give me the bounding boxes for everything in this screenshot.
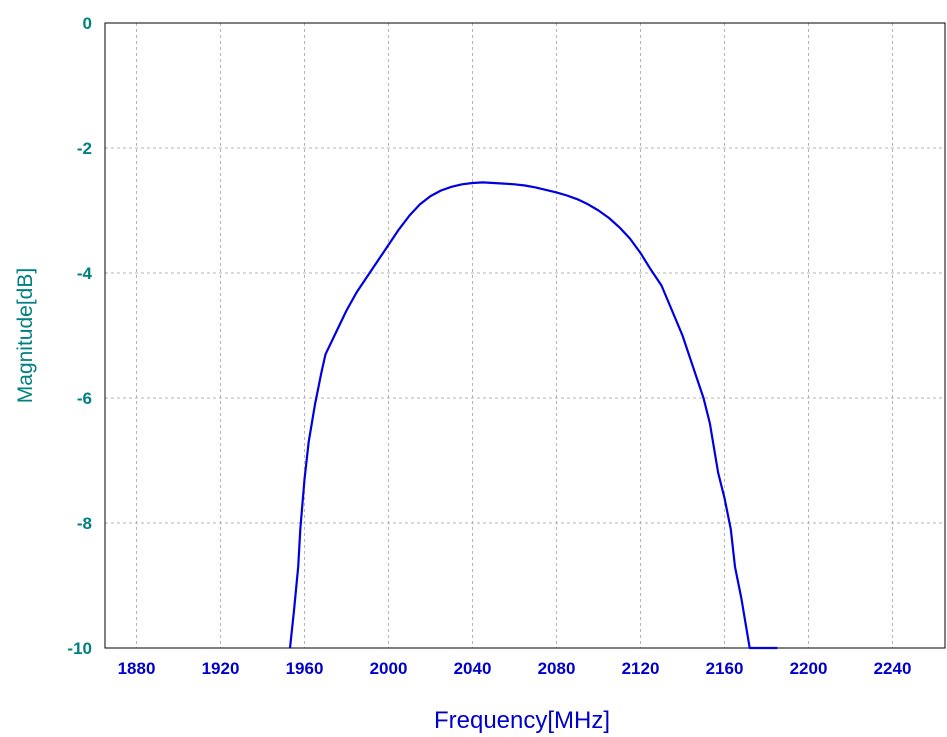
x-tick-label: 2200 <box>790 659 828 678</box>
y-tick-label: -10 <box>67 639 92 658</box>
y-tick-label: 0 <box>83 14 92 33</box>
y-tick-label: -4 <box>77 264 93 283</box>
x-tick-label: 1880 <box>118 659 156 678</box>
magnitude-series-line <box>288 181 778 650</box>
y-axis-ticks: 0 -2 -4 -6 -8 -10 <box>67 14 92 658</box>
grid <box>105 23 945 648</box>
y-tick-label: -2 <box>77 139 92 158</box>
x-tick-label: 2040 <box>454 659 492 678</box>
x-tick-label: 2080 <box>538 659 576 678</box>
plot-frame <box>104 22 946 649</box>
y-axis-label: Magnitude[dB] <box>14 268 37 403</box>
x-tick-label: 1920 <box>202 659 240 678</box>
x-tick-label: 2160 <box>706 659 744 678</box>
x-axis-label: Frequency[MHz] <box>434 707 610 734</box>
y-tick-label: -6 <box>77 389 92 408</box>
x-tick-label: 1960 <box>286 659 324 678</box>
x-tick-label: 2120 <box>622 659 660 678</box>
x-tick-label: 2000 <box>370 659 408 678</box>
x-axis-ticks: 1880 1920 1960 2000 2040 2080 2120 2160 2200 2240 <box>118 659 912 678</box>
y-tick-label: -8 <box>77 514 92 533</box>
x-tick-label: 2240 <box>874 659 912 678</box>
